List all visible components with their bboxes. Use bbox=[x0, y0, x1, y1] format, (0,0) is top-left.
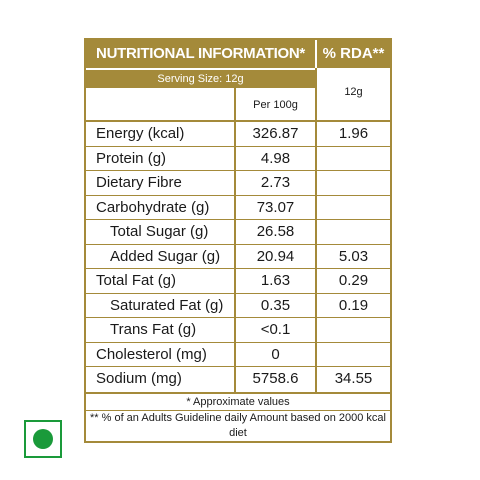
per-100g-value: 20.94 bbox=[256, 247, 295, 265]
row-divider bbox=[86, 292, 390, 294]
per-100g-value: 2.73 bbox=[260, 174, 291, 191]
guideline-note: ** % of an Adults Guideline daily Amount… bbox=[90, 412, 386, 439]
rda-value: 0.29 bbox=[338, 272, 369, 289]
nutrient-name: Carbohydrate (g) bbox=[96, 198, 210, 216]
nutrient-name: Cholesterol (mg) bbox=[96, 345, 207, 363]
table-row: Added Sugar (g) 20.94 5.03 bbox=[86, 245, 390, 269]
table-row: Total Sugar (g) 26.58 bbox=[86, 220, 390, 244]
table-row: Cholesterol (mg) 0 bbox=[86, 343, 390, 367]
nutrition-table: NUTRITIONAL INFORMATION* % RDA** Serving… bbox=[84, 38, 392, 443]
row-divider bbox=[86, 194, 390, 196]
table-row: Protein (g) 4.98 bbox=[86, 147, 390, 171]
nutrient-name: Energy (kcal) bbox=[96, 125, 185, 142]
row-divider bbox=[86, 341, 390, 343]
rda-value: 1.96 bbox=[338, 125, 369, 142]
rda-value bbox=[317, 147, 390, 171]
table-row: Dietary Fibre 2.73 bbox=[86, 171, 390, 195]
table-row: Saturated Fat (g) 0.35 0.19 bbox=[86, 294, 390, 318]
rda-title: % RDA** bbox=[317, 40, 390, 68]
per-100g-value: 4.98 bbox=[260, 149, 291, 167]
veg-mark-icon bbox=[24, 420, 62, 458]
per-100g-value: 0 bbox=[271, 345, 280, 363]
table-row: Carbohydrate (g) 73.07 bbox=[86, 196, 390, 220]
rda-value bbox=[317, 220, 390, 244]
rda-value: 0.19 bbox=[338, 296, 369, 314]
nutrient-name: Trans Fat (g) bbox=[110, 321, 197, 338]
per-100g-header: Per 100g bbox=[253, 99, 298, 111]
row-divider bbox=[86, 170, 390, 171]
table-row: Total Fat (g) 1.63 0.29 bbox=[86, 269, 390, 293]
table-row: Trans Fat (g) <0.1 bbox=[86, 318, 390, 342]
approx-note: * Approximate values bbox=[186, 396, 290, 408]
row-divider bbox=[86, 243, 390, 245]
rda-value bbox=[317, 171, 390, 195]
serving-size: Serving Size: 12g bbox=[86, 70, 315, 88]
rda-value bbox=[317, 196, 390, 220]
rda-value bbox=[317, 343, 390, 367]
per-100g-value: <0.1 bbox=[260, 321, 291, 338]
nutrient-name: Total Sugar (g) bbox=[110, 223, 209, 240]
per-100g-value: 73.07 bbox=[256, 198, 295, 216]
table-title: NUTRITIONAL INFORMATION* bbox=[86, 40, 315, 68]
row-divider bbox=[86, 317, 390, 318]
row-divider bbox=[86, 268, 390, 269]
nutrient-name: Dietary Fibre bbox=[96, 174, 182, 191]
row-divider bbox=[86, 219, 390, 220]
rda-value: 5.03 bbox=[338, 247, 369, 265]
rda-value: 34.55 bbox=[334, 370, 373, 387]
row-divider bbox=[86, 366, 390, 367]
nutrient-name: Protein (g) bbox=[96, 149, 167, 167]
per-100g-value: 0.35 bbox=[260, 296, 291, 314]
table-row: Sodium (mg) 5758.6 34.55 bbox=[86, 367, 390, 391]
per-100g-value: 326.87 bbox=[252, 125, 299, 142]
nutrient-name: Added Sugar (g) bbox=[110, 247, 221, 265]
per-100g-value: 5758.6 bbox=[252, 370, 299, 387]
nutrient-name: Total Fat (g) bbox=[96, 272, 177, 289]
row-divider bbox=[86, 145, 390, 147]
veg-dot-icon bbox=[33, 429, 53, 449]
table-row: Energy (kcal) 326.87 1.96 bbox=[86, 122, 390, 146]
rda-value bbox=[317, 318, 390, 342]
nutrient-name: Saturated Fat (g) bbox=[110, 296, 224, 314]
per-100g-value: 26.58 bbox=[256, 223, 295, 240]
nutrient-name: Sodium (mg) bbox=[96, 370, 182, 387]
per-100g-value: 1.63 bbox=[260, 272, 291, 289]
rda-unit-header: 12g bbox=[344, 86, 363, 98]
